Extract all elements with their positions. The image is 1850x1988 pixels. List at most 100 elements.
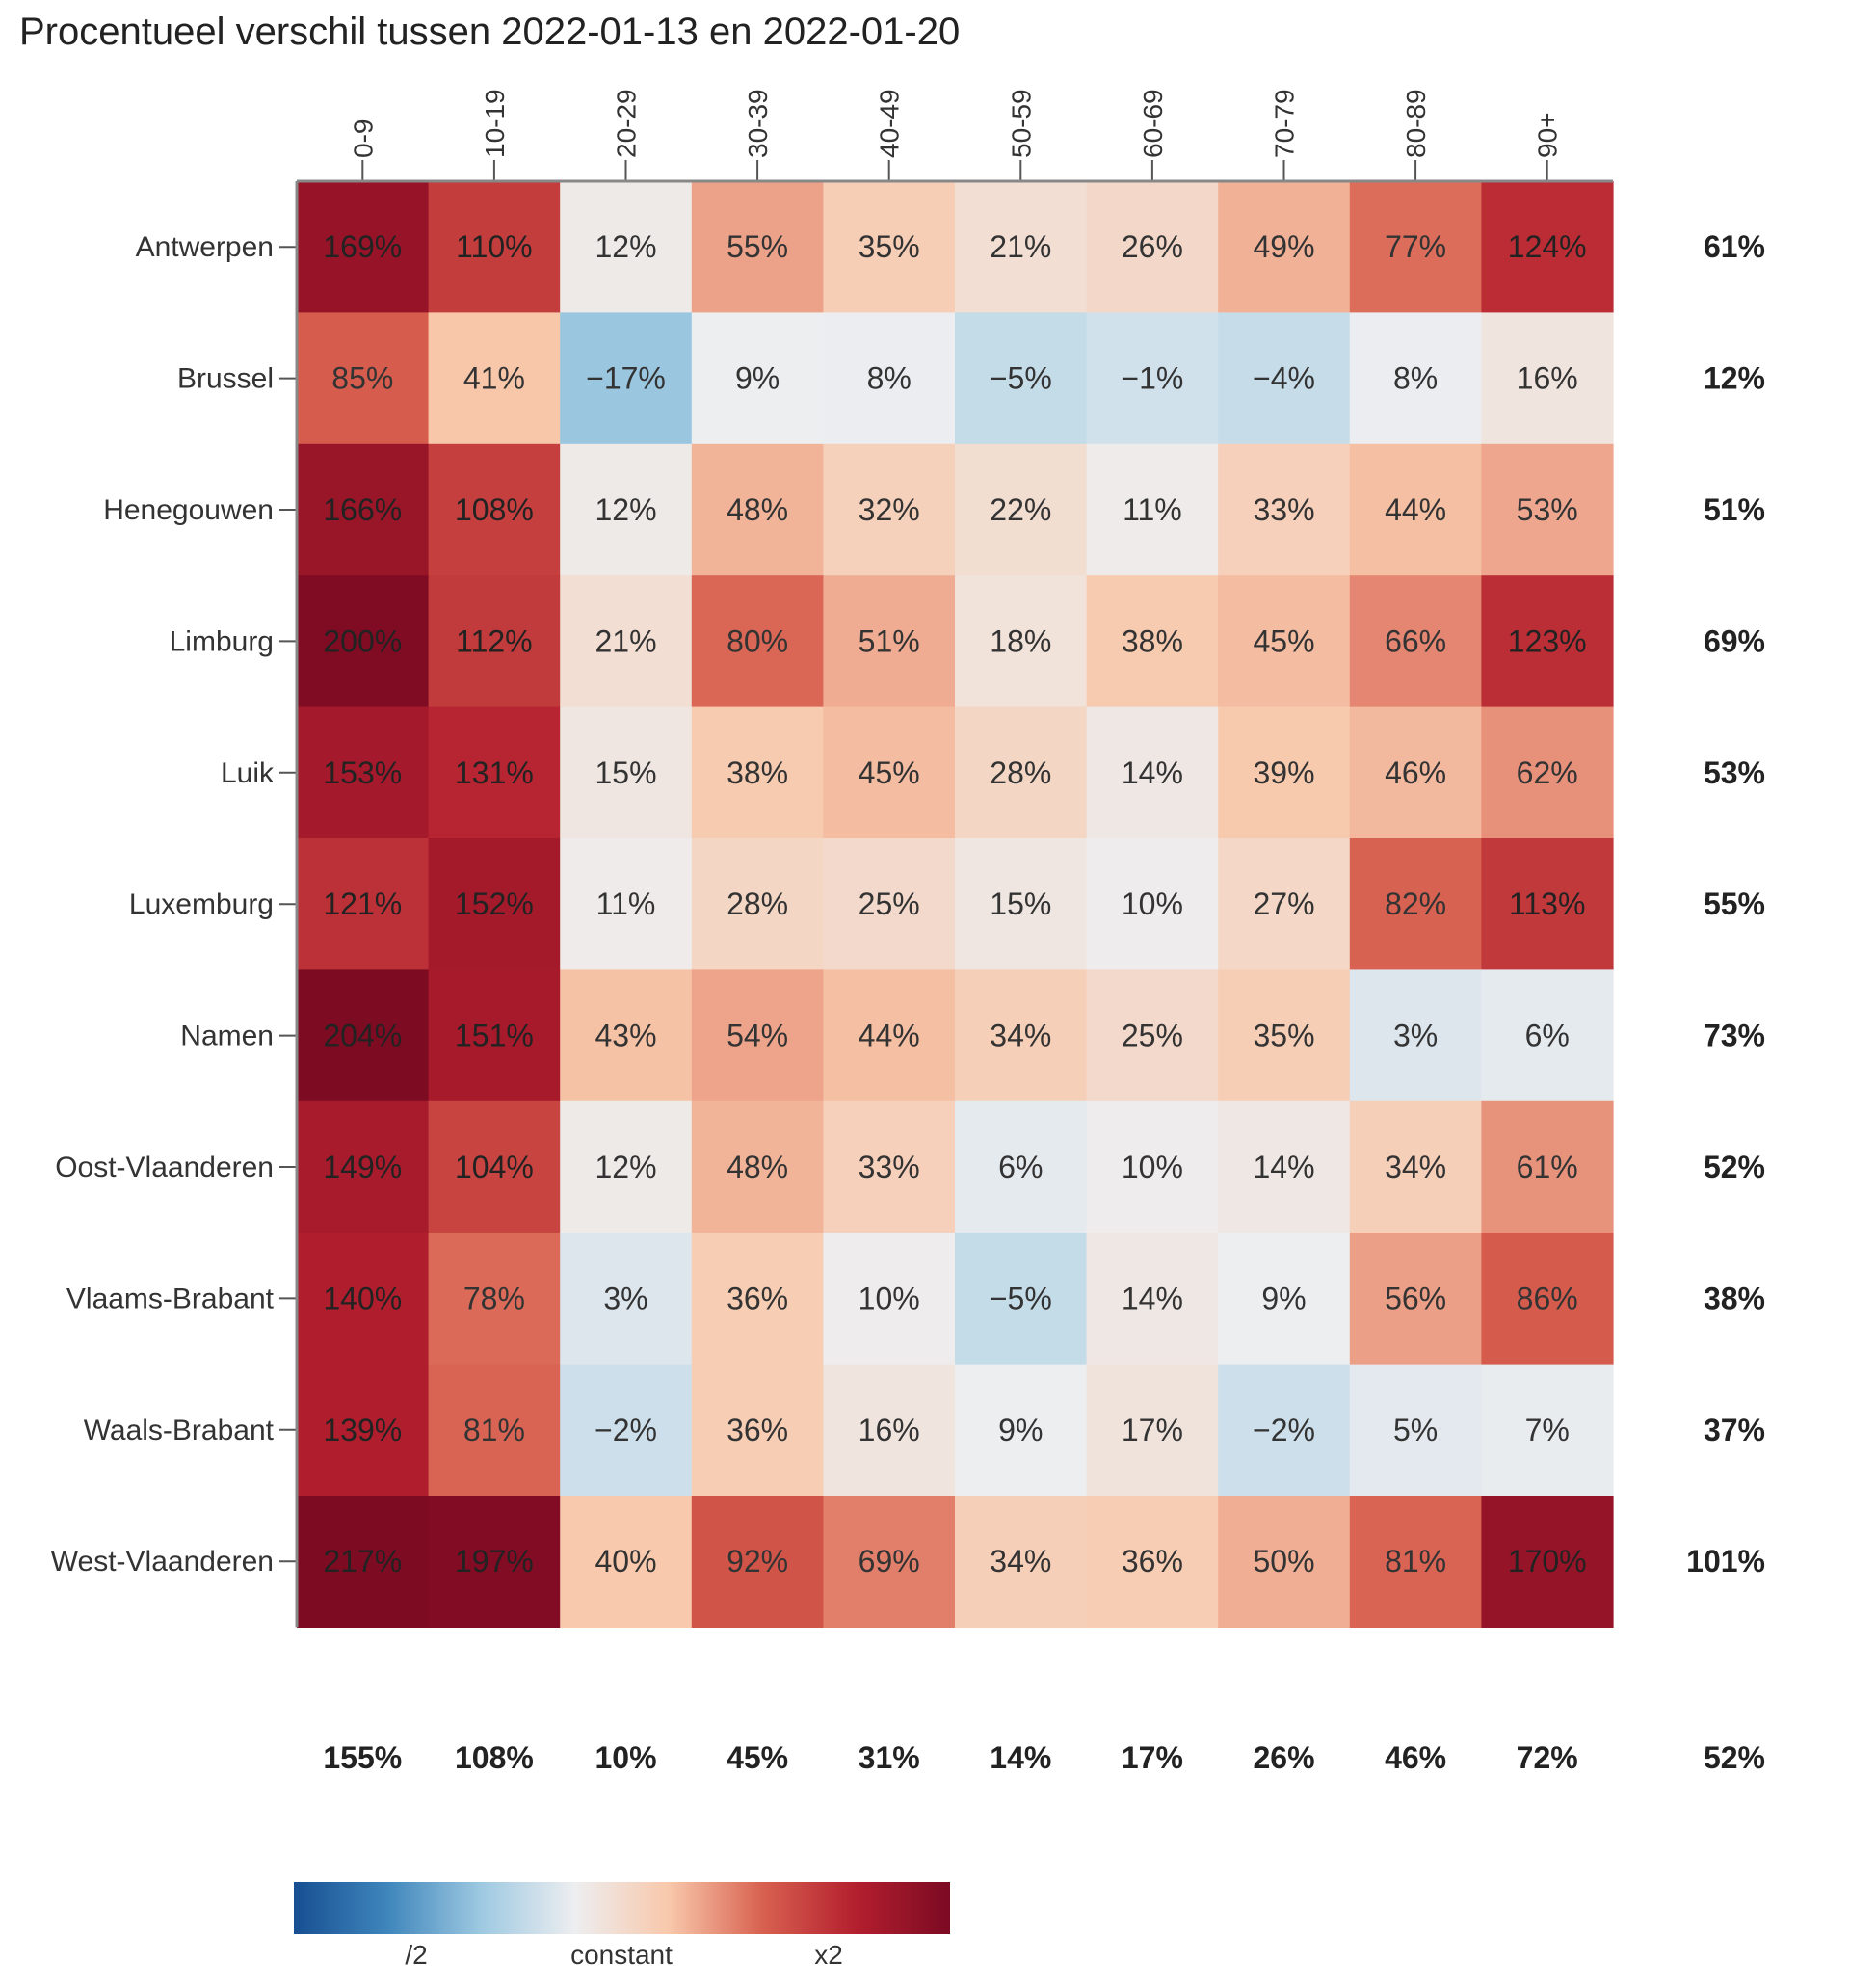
heatmap-cell [691, 838, 824, 970]
row-label: Henegouwen [103, 494, 274, 526]
heatmap-cell [1086, 181, 1219, 313]
cell-value-label: 6% [998, 1150, 1043, 1184]
row-total-label: 12% [1704, 361, 1765, 396]
cell-value-label: 33% [1253, 492, 1314, 527]
cell-value-label: 36% [727, 1413, 788, 1447]
cell-value-label: 62% [1517, 755, 1578, 790]
heatmap-cell [1481, 312, 1614, 445]
cell-value-label: −5% [990, 361, 1052, 396]
row-total-label: 69% [1704, 623, 1765, 658]
cell-value-label: −1% [1121, 361, 1183, 396]
row-label: Waals-Brabant [84, 1415, 275, 1446]
cell-value-label: 197% [455, 1544, 534, 1578]
heatmap-cell [1218, 575, 1351, 708]
heatmap-cell [428, 443, 561, 576]
cell-value-label: 121% [323, 887, 402, 921]
cell-value-label: 152% [455, 887, 534, 921]
cell-value-label: 9% [998, 1413, 1043, 1447]
legend-label-double: x2 [814, 1940, 843, 1970]
cell-value-label: 40% [595, 1544, 656, 1578]
heatmap-cell [1218, 969, 1351, 1102]
cell-value-label: 6% [1525, 1019, 1570, 1053]
cell-value-label: 10% [1122, 887, 1183, 921]
cell-value-label: 11% [596, 887, 656, 921]
cell-value-label: 10% [859, 1281, 920, 1315]
cell-value-label: 151% [455, 1019, 534, 1053]
cell-value-label: 139% [323, 1413, 402, 1447]
row-label: Antwerpen [136, 231, 274, 263]
heatmap-cell [1086, 1100, 1219, 1233]
cell-value-label: 9% [735, 361, 780, 396]
heatmap-cell [1349, 1233, 1482, 1365]
cell-value-label: 36% [1122, 1544, 1183, 1578]
column-label: 10-19 [480, 89, 510, 158]
heatmap-cell [691, 1496, 824, 1628]
row-totals: 61% 12% 51% 69% 53% 55% 73% 52% 38% 37% 101% [1686, 229, 1765, 1578]
heatmap-cell [1349, 1364, 1482, 1497]
cell-value-label: 3% [603, 1281, 648, 1315]
cell-value-label: 35% [859, 229, 920, 264]
heatmap-cells: 169% 110% 12% 55% 35% 21% 26% 49% 77% 124% 85% 41% −… [297, 181, 1614, 1628]
heatmap-cell [1349, 969, 1482, 1102]
cell-value-label: 217% [323, 1544, 402, 1578]
row-total-label: 37% [1704, 1413, 1765, 1447]
column-label: 40-49 [875, 89, 905, 158]
heatmap-cell [1349, 706, 1482, 839]
cell-value-label: 28% [990, 755, 1051, 790]
cell-value-label: 166% [323, 492, 402, 527]
cell-value-label: 81% [463, 1413, 525, 1447]
cell-value-label: 123% [1508, 623, 1587, 658]
cell-value-label: 15% [990, 887, 1051, 921]
heatmap-cell [691, 969, 824, 1102]
heatmap-cell [1349, 575, 1482, 708]
cell-value-label: 25% [1122, 1019, 1183, 1053]
cell-value-label: 21% [990, 229, 1051, 264]
heatmap-cell [1481, 838, 1614, 970]
column-total-label: 46% [1385, 1740, 1446, 1775]
legend-label-constant: constant [570, 1940, 673, 1970]
cell-value-label: 124% [1508, 229, 1587, 264]
heatmap-cell [691, 706, 824, 839]
heatmap-cell [955, 1100, 1088, 1233]
row-total-label: 55% [1704, 887, 1765, 921]
row-total-label: 51% [1704, 492, 1765, 527]
cell-value-label: 28% [727, 887, 788, 921]
cell-value-label: 153% [323, 755, 402, 790]
cell-value-label: 35% [1253, 1019, 1314, 1053]
cell-value-label: 10% [1122, 1150, 1183, 1184]
column-total-label: 17% [1122, 1740, 1183, 1775]
heatmap-cell [823, 443, 956, 576]
heatmap-cell [691, 312, 824, 445]
heatmap-cell [1481, 575, 1614, 708]
grand-total-label: 52% [1704, 1740, 1765, 1775]
cell-value-label: 33% [859, 1150, 920, 1184]
heatmap-cell [297, 706, 430, 839]
heatmap-cell [428, 181, 561, 313]
cell-value-label: 48% [727, 1150, 788, 1184]
cell-value-label: 82% [1385, 887, 1446, 921]
heatmap-cell [1086, 443, 1219, 576]
heatmap-cell [428, 575, 561, 708]
heatmap-cell [1086, 969, 1219, 1102]
heatmap-cell [691, 181, 824, 313]
cell-value-label: 41% [463, 361, 525, 396]
cell-value-label: 48% [727, 492, 788, 527]
row-label: Brussel [177, 363, 274, 395]
cell-value-label: 108% [455, 492, 534, 527]
heatmap-cell [823, 706, 956, 839]
cell-value-label: 3% [1393, 1019, 1438, 1053]
cell-value-label: 32% [859, 492, 920, 527]
row-total-label: 52% [1704, 1150, 1765, 1184]
cell-value-label: 5% [1393, 1413, 1438, 1447]
heatmap-cell [560, 181, 693, 313]
heatmap-cell [1086, 706, 1219, 839]
cell-value-label: 22% [990, 492, 1051, 527]
heatmap-cell [297, 181, 430, 313]
heatmap-cell [428, 706, 561, 839]
cell-value-label: 39% [1253, 755, 1314, 790]
heatmap-cell [1218, 312, 1351, 445]
cell-value-label: 16% [1517, 361, 1578, 396]
cell-value-label: 66% [1385, 623, 1446, 658]
heatmap-cell [1349, 181, 1482, 313]
heatmap-cell [691, 575, 824, 708]
